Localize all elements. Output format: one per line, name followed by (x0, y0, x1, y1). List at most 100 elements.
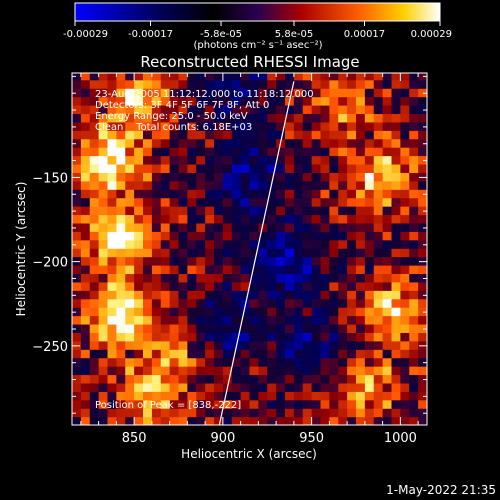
heatmap-cell (320, 206, 330, 216)
heatmap-cell (116, 214, 126, 224)
heatmap-cell (373, 163, 384, 173)
heatmap-cell (373, 147, 384, 157)
heatmap-cell (205, 256, 215, 266)
heatmap-cell (347, 399, 357, 409)
heatmap-cell (302, 298, 313, 308)
heatmap-cell (418, 357, 427, 367)
heatmap-cell (338, 73, 348, 81)
heatmap-cell (400, 340, 410, 350)
heatmap-cell (338, 248, 348, 258)
heatmap-cell (356, 391, 366, 401)
heatmap-cell (320, 256, 330, 266)
heatmap-cell (134, 206, 144, 216)
heatmap-cell (356, 332, 366, 342)
heatmap-cell (143, 79, 153, 89)
heatmap-cell (187, 189, 197, 199)
heatmap-cell (293, 231, 304, 241)
heatmap-cell (311, 374, 322, 384)
heatmap-cell (258, 315, 268, 325)
heatmap-cell (400, 366, 410, 376)
heatmap-cell (178, 163, 188, 173)
heatmap-cell (80, 206, 91, 216)
heatmap-cell (311, 281, 322, 291)
heatmap-cell (320, 105, 330, 115)
heatmap-cell (364, 180, 375, 190)
heatmap-cell (258, 340, 268, 350)
heatmap-cell (329, 197, 339, 207)
heatmap-cell (80, 290, 91, 300)
heatmap-cell (276, 73, 286, 81)
heatmap-cell (267, 121, 277, 131)
heatmap-cell (347, 96, 357, 106)
heatmap-cell (338, 206, 348, 216)
heatmap-cell (347, 73, 357, 81)
heatmap-cell (329, 399, 339, 409)
heatmap-cell (143, 408, 153, 418)
heatmap-cell (214, 239, 224, 249)
heatmap-cell (302, 408, 313, 418)
heatmap-cell (409, 121, 419, 131)
heatmap-cell (169, 138, 180, 148)
heatmap-cell (302, 239, 313, 249)
heatmap-cell (364, 357, 375, 367)
heatmap-cell (187, 416, 197, 425)
heatmap-cell (409, 96, 419, 106)
heatmap-cell (418, 273, 427, 283)
heatmap-cell (151, 189, 162, 199)
heatmap-cell (293, 408, 304, 418)
heatmap-cell (214, 105, 224, 115)
heatmap-cell (329, 349, 339, 359)
heatmap-cell (214, 340, 224, 350)
heatmap-cell (267, 298, 277, 308)
heatmap-cell (400, 298, 410, 308)
heatmap-cell (293, 265, 304, 275)
heatmap-cell (249, 273, 259, 283)
heatmap-cell (98, 96, 109, 106)
heatmap-cell (347, 382, 357, 392)
heatmap-cell (98, 349, 109, 359)
heatmap-cell (160, 340, 171, 350)
heatmap-cell (285, 88, 295, 98)
heatmap-cell (116, 248, 126, 258)
heatmap-cell (169, 73, 180, 81)
heatmap-cell (98, 248, 109, 258)
heatmap-cell (276, 416, 286, 425)
heatmap-cell (134, 88, 144, 98)
heatmap-cell (400, 231, 410, 241)
heatmap-cell (347, 281, 357, 291)
heatmap-cell (409, 408, 419, 418)
heatmap-cell (285, 265, 295, 275)
heatmap-cell (125, 73, 135, 81)
heatmap-cell (249, 96, 259, 106)
heatmap-cell (320, 189, 330, 199)
heatmap-cell (196, 138, 206, 148)
heatmap-cell (373, 197, 384, 207)
heatmap-cell (107, 96, 117, 106)
heatmap-cell (276, 323, 286, 333)
heatmap-cell (382, 307, 393, 317)
heatmap-cell (240, 340, 251, 350)
heatmap-cell (267, 214, 277, 224)
heatmap-cell (285, 408, 295, 418)
heatmap-cell (311, 96, 322, 106)
heatmap-cell (276, 399, 286, 409)
heatmap-cell (160, 88, 171, 98)
heatmap-cell (196, 357, 206, 367)
heatmap-cell (400, 79, 410, 89)
heatmap-cell (391, 96, 401, 106)
heatmap-cell (409, 340, 419, 350)
heatmap-cell (391, 281, 401, 291)
heatmap-cell (418, 172, 427, 182)
heatmap-cell (151, 197, 162, 207)
heatmap-cell (258, 281, 268, 291)
heatmap-cell (214, 96, 224, 106)
heatmap-cell (98, 399, 109, 409)
heatmap-cell (187, 374, 197, 384)
heatmap-cell (382, 298, 393, 308)
heatmap-cell (267, 155, 277, 165)
heatmap-cell (409, 231, 419, 241)
heatmap-cell (178, 113, 188, 123)
heatmap-cell (240, 155, 251, 165)
heatmap-cell (107, 349, 117, 359)
heatmap-cell (214, 248, 224, 258)
